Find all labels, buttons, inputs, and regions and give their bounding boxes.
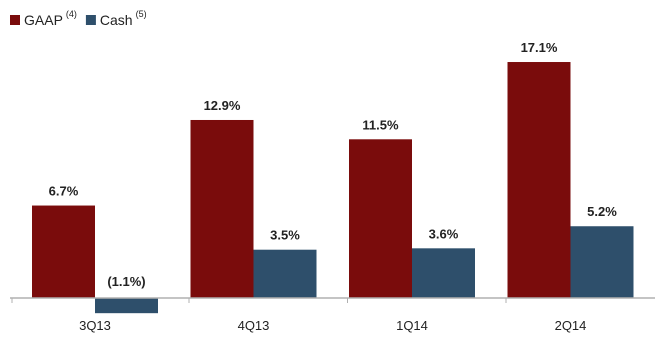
bar-gaap-2q14: [507, 62, 571, 298]
chart-legend: GAAP (4) Cash (5): [10, 9, 147, 28]
bar-gaap-4q13: [190, 119, 254, 298]
data-label-gaap-4q13: 12.9%: [204, 98, 241, 113]
data-label-cash-2q14: 5.2%: [587, 204, 617, 219]
legend-note-gaap: (4): [66, 9, 77, 19]
bar-cash-2q14: [570, 226, 634, 298]
data-labels: 6.7% (1.1%) 12.9% 3.5% 11.5% 3.6% 17.1% 5.2%: [49, 40, 618, 289]
legend-swatch-cash: [85, 15, 96, 25]
legend-swatch-gaap: [10, 15, 20, 25]
legend-label-cash: Cash: [100, 12, 133, 28]
x-tick-label-2q14: 2Q14: [555, 318, 587, 333]
bar-gaap-1q14: [349, 139, 412, 298]
x-axis-ticks: 3Q13 4Q13 1Q14 2Q14: [11, 298, 587, 333]
data-label-gaap-1q14: 11.5%: [362, 117, 399, 132]
legend-note-cash: (5): [136, 9, 147, 19]
bar-gaap-3q13: [32, 205, 95, 298]
bar-group: [32, 62, 634, 314]
x-tick-label-4q13: 4Q13: [238, 318, 270, 333]
data-label-cash-1q14: 3.6%: [429, 226, 459, 241]
x-tick-label-1q14: 1Q14: [396, 318, 428, 333]
x-tick-label-3q13: 3Q13: [79, 318, 111, 333]
data-label-cash-4q13: 3.5%: [270, 228, 300, 243]
legend-label-gaap: GAAP: [24, 12, 63, 28]
bar-cash-3q13: [95, 298, 158, 314]
bar-cash-1q14: [412, 248, 475, 298]
data-label-gaap-3q13: 6.7%: [49, 184, 79, 199]
data-label-gaap-2q14: 17.1%: [521, 40, 558, 55]
bar-cash-4q13: [253, 249, 317, 298]
data-label-cash-3q13: (1.1%): [107, 274, 145, 289]
